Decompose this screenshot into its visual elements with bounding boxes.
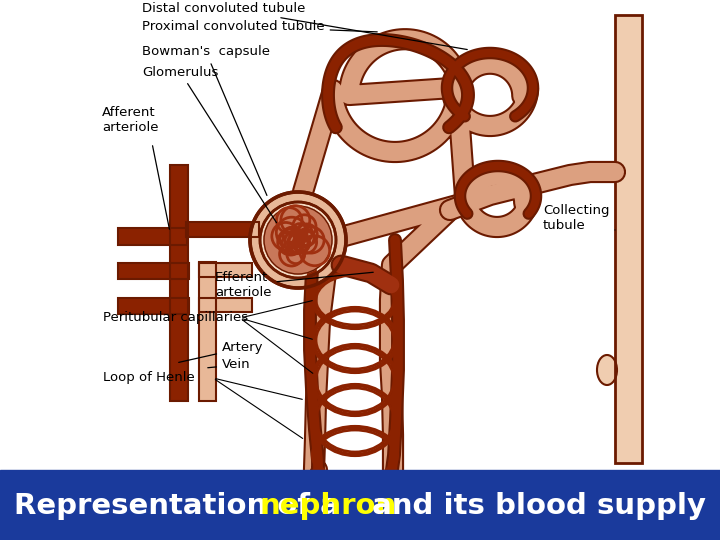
Bar — [199, 298, 251, 311]
Text: Efferent
arteriole: Efferent arteriole — [215, 271, 373, 299]
Text: Vein: Vein — [208, 359, 251, 372]
Text: Afferent
arteriole: Afferent arteriole — [102, 106, 158, 134]
Text: Collecting
tubule: Collecting tubule — [543, 204, 615, 232]
Text: and its blood supply: and its blood supply — [362, 492, 706, 520]
Bar — [0, 470, 720, 540]
Bar — [170, 165, 187, 400]
Bar — [169, 165, 187, 401]
Text: Representation of a: Representation of a — [14, 492, 350, 520]
Bar — [186, 222, 258, 236]
Text: Peritubular capillaries: Peritubular capillaries — [103, 312, 248, 325]
Bar — [117, 298, 189, 314]
Ellipse shape — [597, 355, 617, 385]
Bar — [118, 228, 186, 244]
Text: Artery: Artery — [179, 341, 264, 362]
Circle shape — [260, 202, 336, 278]
Circle shape — [250, 192, 346, 288]
Text: Loop of Henle: Loop of Henle — [103, 372, 194, 384]
Bar — [186, 221, 258, 237]
Text: Distal convoluted tubule: Distal convoluted tubule — [142, 2, 467, 50]
Bar — [614, 15, 642, 462]
Circle shape — [264, 206, 332, 274]
Text: nephron: nephron — [259, 492, 396, 520]
Bar — [118, 298, 188, 313]
Bar — [117, 262, 189, 279]
Bar — [199, 263, 251, 276]
Bar — [199, 262, 215, 400]
Bar — [199, 262, 251, 276]
Text: Bowman's  capsule: Bowman's capsule — [142, 45, 270, 195]
Bar — [118, 263, 188, 278]
Bar — [117, 227, 186, 245]
Text: Proximal convoluted tubule: Proximal convoluted tubule — [142, 19, 377, 32]
Bar — [615, 15, 641, 462]
Bar — [199, 261, 215, 401]
Text: Glomerulus: Glomerulus — [142, 65, 276, 222]
Bar — [199, 298, 251, 312]
